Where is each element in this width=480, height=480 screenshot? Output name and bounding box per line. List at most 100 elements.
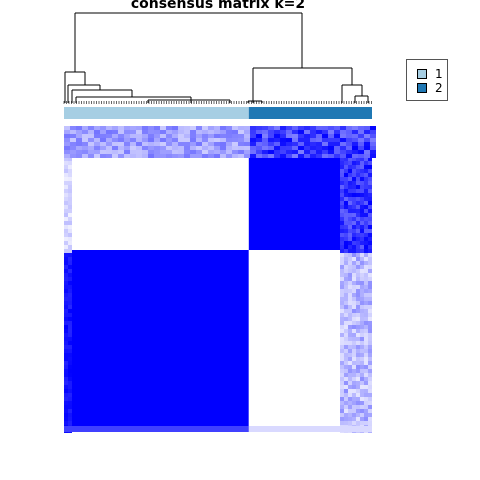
noise-cell — [368, 401, 372, 405]
noise-cell — [304, 126, 310, 130]
noise-cell — [106, 138, 112, 142]
noise-cell — [244, 126, 250, 130]
noise-cell — [344, 257, 348, 261]
noise-cell — [364, 297, 368, 301]
noise-cell — [356, 413, 360, 417]
noise-cell — [368, 253, 372, 257]
noise-cell — [280, 126, 286, 130]
noise-cell — [68, 221, 72, 225]
noise-cell — [368, 185, 372, 189]
noise-cell — [360, 265, 364, 269]
noise-cell — [340, 393, 344, 397]
noise-cell — [322, 130, 328, 134]
noise-cell — [364, 134, 370, 138]
noise-cell — [368, 361, 372, 365]
noise-cell — [340, 245, 344, 249]
noise-cell — [68, 285, 72, 289]
noise-cell — [364, 369, 368, 373]
noise-cell — [360, 161, 364, 165]
noise-cell — [344, 277, 348, 281]
noise-cell — [352, 213, 356, 217]
noise-cell — [364, 321, 368, 325]
noise-cell — [352, 193, 356, 197]
noise-cell — [340, 205, 344, 209]
noise-cell — [348, 253, 352, 257]
noise-cell — [64, 150, 70, 154]
noise-cell — [364, 421, 368, 425]
noise-cell — [368, 297, 372, 301]
noise-cell — [360, 389, 364, 393]
noise-cell — [118, 130, 124, 134]
noise-cell — [344, 361, 348, 365]
noise-cell — [344, 177, 348, 181]
noise-cell — [322, 134, 328, 138]
noise-cell — [68, 225, 72, 229]
noise-cell — [344, 169, 348, 173]
noise-cell — [340, 357, 344, 361]
noise-cell — [298, 146, 304, 150]
noise-cell — [130, 154, 136, 158]
noise-cell — [340, 126, 346, 130]
noise-cell — [356, 377, 360, 381]
noise-cell — [356, 157, 360, 161]
noise-cell — [64, 146, 70, 150]
noise-cell — [340, 146, 346, 150]
noise-cell — [340, 193, 344, 197]
noise-cell — [348, 297, 352, 301]
noise-cell — [364, 241, 368, 245]
noise-cell — [112, 138, 118, 142]
noise-cell — [178, 142, 184, 146]
noise-cell — [344, 389, 348, 393]
noise-cell — [148, 142, 154, 146]
noise-cell — [344, 261, 348, 265]
noise-cell — [360, 405, 364, 409]
noise-cell — [82, 138, 88, 142]
noise-cell — [64, 409, 68, 413]
noise-cell — [352, 405, 356, 409]
noise-cell — [340, 277, 344, 281]
noise-cell — [348, 397, 352, 401]
noise-cell — [220, 130, 226, 134]
noise-cell — [356, 293, 360, 297]
noise-cell — [368, 397, 372, 401]
noise-cell — [364, 229, 368, 233]
noise-cell — [368, 373, 372, 377]
noise-cell — [352, 377, 356, 381]
noise-cell — [154, 130, 160, 134]
noise-cell — [202, 130, 208, 134]
noise-cell — [68, 309, 72, 313]
noise-cell — [184, 142, 190, 146]
noise-cell — [344, 185, 348, 189]
noise-cell — [344, 217, 348, 221]
noise-cell — [232, 154, 238, 158]
noise-cell — [64, 189, 68, 193]
noise-cell — [352, 361, 356, 365]
noise-cell — [280, 142, 286, 146]
legend-swatch-1 — [417, 69, 427, 79]
noise-cell — [268, 142, 274, 146]
noise-cell — [348, 405, 352, 409]
noise-cell — [356, 205, 360, 209]
noise-cell — [340, 389, 344, 393]
noise-cell — [328, 134, 334, 138]
noise-cell — [286, 146, 292, 150]
noise-cell — [286, 138, 292, 142]
noise-cell — [356, 269, 360, 273]
noise-cell — [364, 293, 368, 297]
noise-cell — [68, 409, 72, 413]
noise-cell — [68, 397, 72, 401]
noise-cell — [68, 169, 72, 173]
noise-cell — [244, 146, 250, 150]
noise-cell — [364, 173, 368, 177]
noise-cell — [340, 197, 344, 201]
noise-cell — [310, 138, 316, 142]
noise-cell — [226, 134, 232, 138]
noise-cell — [190, 142, 196, 146]
noise-cell — [262, 126, 268, 130]
noise-cell — [360, 261, 364, 265]
noise-cell — [368, 393, 372, 397]
noise-cell — [304, 138, 310, 142]
noise-cell — [344, 353, 348, 357]
noise-cell — [352, 373, 356, 377]
noise-cell — [344, 241, 348, 245]
